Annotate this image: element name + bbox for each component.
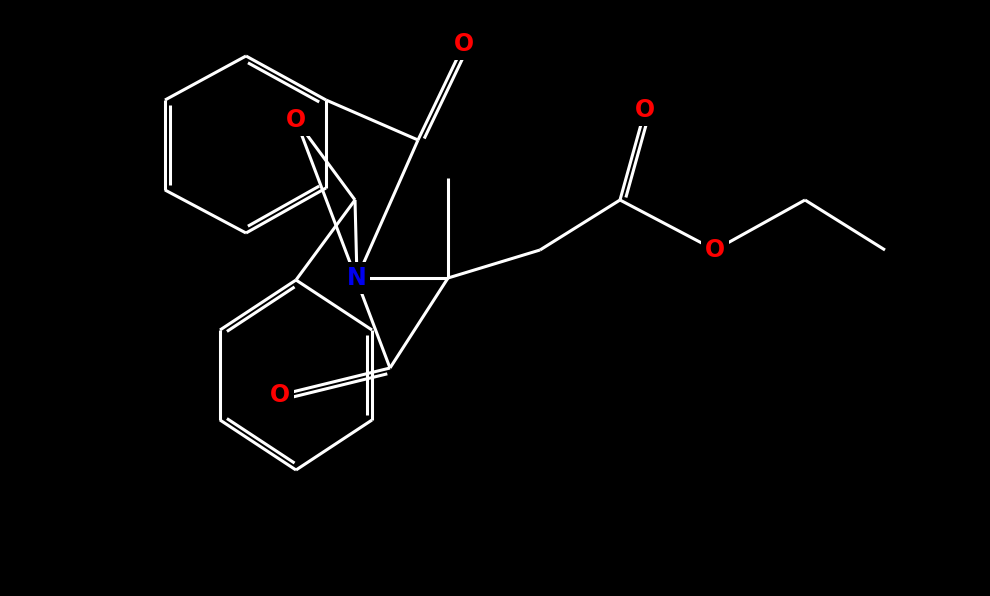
Text: O: O [454, 32, 474, 56]
Text: O: O [270, 383, 290, 407]
Text: O: O [705, 238, 725, 262]
Text: O: O [286, 108, 306, 132]
Text: O: O [635, 98, 655, 122]
Text: N: N [347, 266, 367, 290]
